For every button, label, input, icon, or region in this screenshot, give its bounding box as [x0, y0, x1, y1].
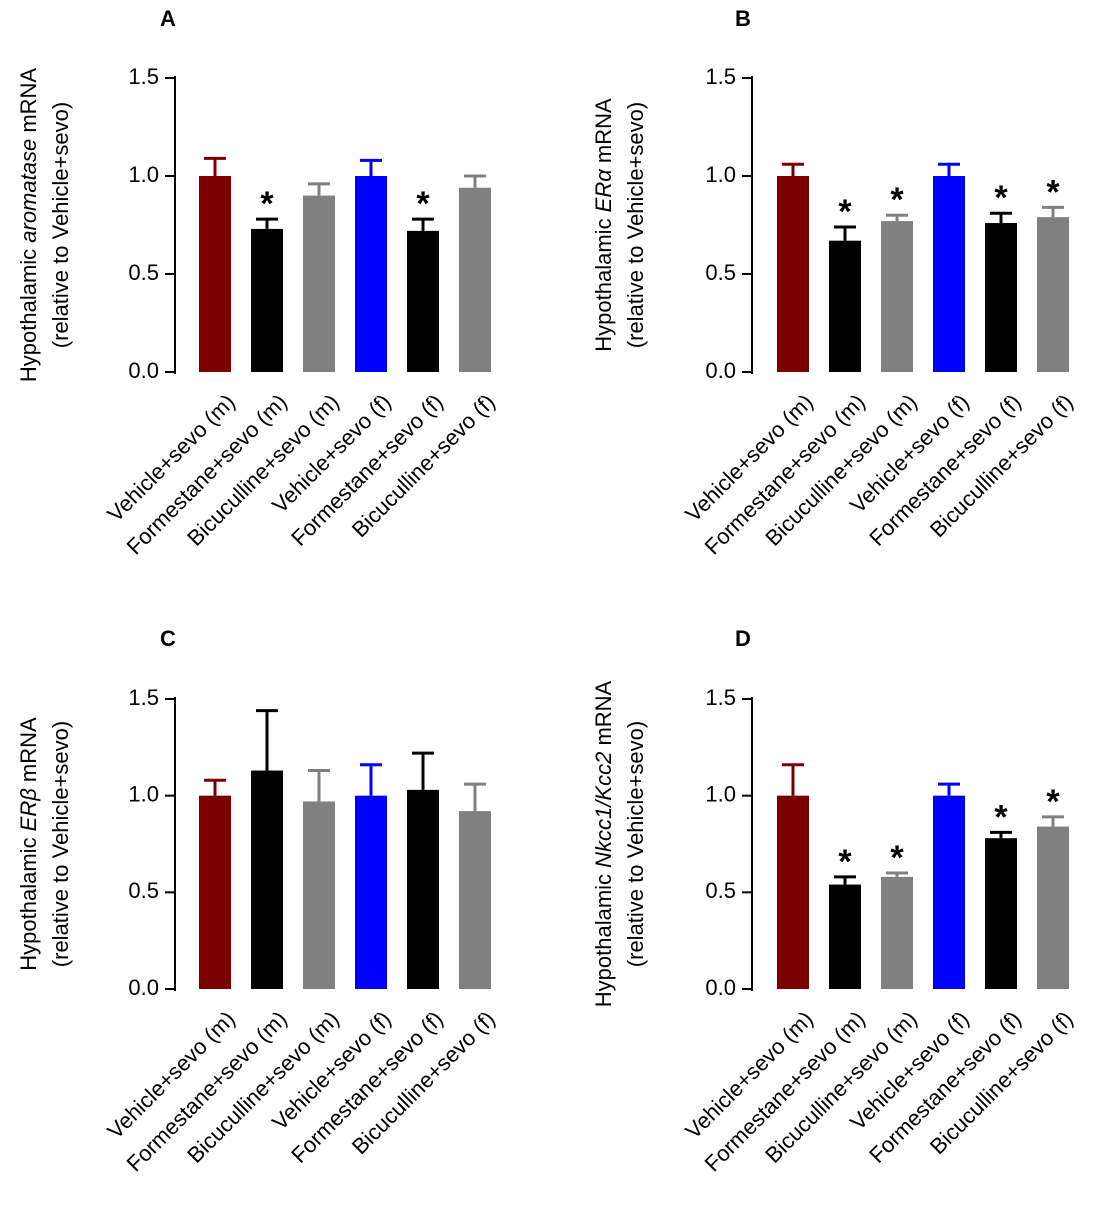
y-axis-label-gene: aromatase	[16, 139, 41, 243]
y-axis-label-prefix: Hypothalamic	[591, 868, 616, 1007]
y-tick-label: 0.0	[705, 975, 736, 1000]
bar	[459, 187, 491, 372]
bar	[303, 801, 335, 989]
y-axis-label-prefix: Hypothalamic	[591, 212, 616, 351]
bar	[459, 811, 491, 989]
y-tick-label: 0.0	[705, 358, 736, 383]
bar	[199, 176, 231, 372]
y-axis-label-line2: (relative to Vehicle+sevo)	[48, 102, 73, 348]
y-axis-label-gene: Nkcc1/Kcc2	[591, 752, 616, 868]
bar	[933, 795, 965, 989]
y-axis-label: Hypothalamic aromatase mRNA	[16, 68, 41, 383]
y-tick-label: 1.5	[705, 64, 736, 89]
y-axis-label-gene: ERβ	[16, 788, 41, 832]
y-axis-label-line2: (relative to Vehicle+sevo)	[623, 721, 648, 967]
y-axis-label-gene: ERα	[591, 168, 616, 213]
y-axis-label: Hypothalamic ERα mRNA	[591, 98, 616, 352]
panel-b: B 0.0 0.5 1.0 1.5 Hypothalamic ERα mRNA (relat…	[591, 6, 1078, 560]
y-axis-label: Hypothalamic ERβ mRNA	[16, 717, 41, 971]
y-axis-label-suffix: mRNA	[591, 680, 616, 751]
y-axis-label-line2: (relative to Vehicle+sevo)	[623, 102, 648, 348]
y-tick-label: 0.5	[705, 878, 736, 903]
bar	[355, 176, 387, 372]
y-axis-label: Hypothalamic Nkcc1/Kcc2 mRNA	[591, 680, 616, 1007]
bar	[199, 795, 231, 989]
significance-marker: *	[1046, 173, 1060, 211]
y-axis-label-prefix: Hypothalamic	[16, 831, 41, 970]
bar	[985, 838, 1017, 989]
y-tick-label: 1.5	[128, 685, 159, 710]
y-tick-label: 1.0	[128, 162, 159, 187]
panel-label: C	[160, 626, 176, 651]
y-tick-label: 0.0	[128, 358, 159, 383]
bar	[1037, 217, 1069, 372]
y-tick-label: 0.5	[128, 260, 159, 285]
bar	[251, 228, 283, 372]
y-tick-label: 1.5	[128, 64, 159, 89]
bar	[407, 789, 439, 989]
y-tick-label: 1.0	[705, 162, 736, 187]
bar	[303, 195, 335, 372]
y-tick-label: 0.0	[128, 975, 159, 1000]
y-tick-label: 1.5	[705, 685, 736, 710]
bar	[1037, 826, 1069, 989]
panel-label: B	[735, 6, 751, 31]
y-axis-label-suffix: mRNA	[16, 717, 41, 788]
significance-marker: *	[994, 798, 1008, 836]
significance-marker: *	[994, 179, 1008, 217]
significance-marker: *	[260, 185, 274, 223]
bar	[251, 770, 283, 989]
y-axis-label-prefix: Hypothalamic	[16, 243, 41, 382]
bar	[355, 795, 387, 989]
y-axis-label-line2: (relative to Vehicle+sevo)	[48, 721, 73, 967]
bar	[777, 795, 809, 989]
bar	[881, 221, 913, 372]
y-tick-label: 0.5	[705, 260, 736, 285]
panel-a: A 0.0 0.5 1.0 1.5 Hypothalamic aromatase mRNA…	[16, 6, 500, 560]
panel-label: A	[160, 6, 176, 31]
significance-marker: *	[838, 843, 852, 881]
y-tick-label: 1.0	[128, 781, 159, 806]
panel-d: D 0.0 0.5 1.0 1.5 Hypothalamic Nkcc1/Kcc2 mRN…	[591, 626, 1078, 1177]
y-axis-label-suffix: mRNA	[591, 98, 616, 169]
panel-c: C 0.0 0.5 1.0 1.5 Hypothalamic ERβ mRNA (relat…	[16, 626, 500, 1177]
y-tick-label: 1.0	[705, 781, 736, 806]
significance-marker: *	[890, 839, 904, 877]
bar	[881, 876, 913, 989]
bar	[829, 884, 861, 989]
panel-label: D	[735, 626, 751, 651]
bar	[407, 230, 439, 372]
significance-marker: *	[1046, 783, 1060, 821]
significance-marker: *	[838, 193, 852, 231]
significance-marker: *	[416, 185, 430, 223]
bar	[933, 176, 965, 372]
bar	[985, 223, 1017, 372]
significance-marker: *	[890, 181, 904, 219]
y-axis-label-suffix: mRNA	[16, 68, 41, 139]
bar	[777, 176, 809, 372]
y-tick-label: 0.5	[128, 878, 159, 903]
bar	[829, 240, 861, 372]
